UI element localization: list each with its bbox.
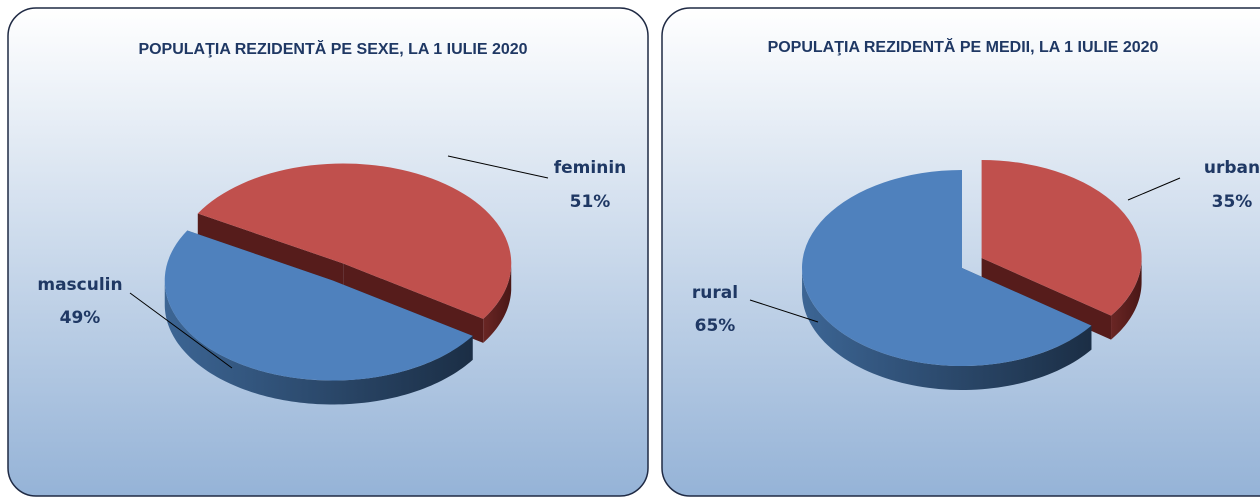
pie <box>164 163 512 405</box>
value-label: 35% <box>1212 192 1253 212</box>
slice-wall <box>343 263 484 343</box>
value-label: 65% <box>695 316 736 336</box>
slice <box>802 170 1092 366</box>
value-label: 49% <box>60 308 101 328</box>
category-label: masculin <box>37 275 122 295</box>
category-label: urban <box>1204 158 1260 178</box>
slice <box>197 163 512 319</box>
slice-side <box>483 266 512 343</box>
category-label: rural <box>692 283 738 303</box>
leader-line <box>129 292 233 369</box>
category-label: feminin <box>554 158 627 178</box>
leader-line <box>1127 177 1181 201</box>
leader-line <box>749 299 819 323</box>
slice-side <box>164 282 473 405</box>
slice <box>981 160 1142 316</box>
chart-title: POPULAŢIA REZIDENTĂ PE SEXE, LA 1 IULIE … <box>138 39 527 58</box>
slice-side <box>1111 258 1142 340</box>
value-label: 51% <box>570 192 611 212</box>
chart-title: POPULAŢIA REZIDENTĂ PE MEDII, LA 1 IULIE… <box>768 37 1159 56</box>
slice-wall <box>197 213 344 288</box>
pie <box>802 160 1142 390</box>
leader-line <box>447 155 549 179</box>
slice <box>164 230 473 381</box>
slice-wall <box>981 258 1112 340</box>
slice-side <box>802 270 1092 390</box>
